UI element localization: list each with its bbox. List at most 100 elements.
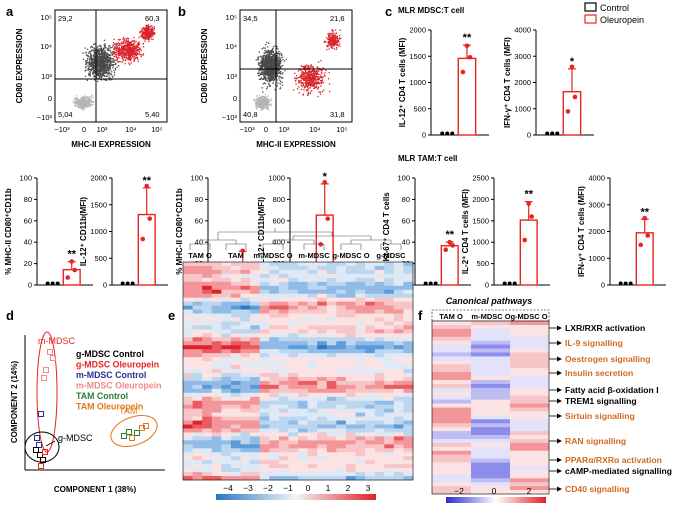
heatmap-e-cell bbox=[288, 262, 299, 267]
oleuropein-point bbox=[443, 247, 449, 252]
flow-event bbox=[280, 60, 282, 62]
flow-event bbox=[104, 72, 106, 74]
heatmap-e-cell bbox=[269, 265, 280, 271]
flow-event bbox=[268, 82, 270, 85]
flow-event bbox=[100, 48, 102, 50]
flow-event bbox=[268, 85, 270, 87]
heatmap-e-cell bbox=[384, 349, 395, 354]
flow-event bbox=[304, 76, 306, 79]
heatmap-e-cell bbox=[211, 365, 222, 370]
flow-event bbox=[146, 28, 148, 30]
heatmap-e-cell bbox=[202, 353, 213, 358]
flow-event bbox=[100, 72, 102, 75]
flow-event bbox=[143, 27, 145, 29]
flow-event bbox=[263, 59, 265, 62]
flow-event bbox=[104, 67, 107, 69]
flow-event bbox=[100, 50, 103, 52]
flow-event bbox=[111, 79, 113, 81]
flow-event bbox=[337, 40, 339, 43]
flow-event bbox=[90, 54, 92, 56]
heatmap-e-cell bbox=[211, 285, 222, 291]
flow-event bbox=[96, 54, 98, 56]
oleuropein-point bbox=[322, 179, 328, 185]
flow-event bbox=[121, 46, 123, 48]
flow-event bbox=[269, 60, 271, 62]
heatmap-e-cell bbox=[374, 349, 385, 354]
flow-event bbox=[257, 58, 259, 60]
flow-event bbox=[122, 46, 124, 48]
flow-event bbox=[100, 76, 103, 79]
heatmap-e-cell bbox=[355, 341, 366, 346]
heatmap-e-cell bbox=[230, 357, 241, 362]
flow-event bbox=[261, 61, 263, 63]
heatmap-e-cell bbox=[192, 262, 203, 267]
flow-event bbox=[323, 74, 325, 76]
heatmap-e-cell bbox=[269, 273, 280, 279]
flow-event bbox=[305, 84, 308, 86]
heatmap-e-cell bbox=[192, 341, 203, 346]
y-tick-label: 1500 bbox=[409, 52, 426, 61]
flow-event bbox=[93, 74, 95, 77]
flow-event bbox=[271, 69, 273, 71]
flow-event bbox=[311, 78, 313, 81]
y-tick-label: 1000 bbox=[409, 78, 426, 87]
flow-plot-a: 29,2 60,3 5,04 5,40 10⁵ 10⁴ 10³ 0 −10³ −… bbox=[15, 9, 168, 149]
flow-event bbox=[261, 57, 263, 59]
heatmap-e-cell bbox=[307, 353, 318, 358]
heatmap-e-cell bbox=[336, 337, 347, 342]
flow-event bbox=[119, 39, 121, 41]
flow-event bbox=[328, 78, 330, 80]
flow-event bbox=[154, 32, 156, 34]
heatmap-e-cell bbox=[374, 285, 385, 291]
heatmap-e-cell bbox=[403, 277, 414, 283]
flow-event bbox=[267, 106, 269, 108]
heatmap-e-cell bbox=[374, 341, 385, 346]
flow-event bbox=[298, 76, 300, 79]
flow-event bbox=[87, 65, 89, 67]
section-title-mlr-mdsc: MLR MDSC:T cell bbox=[398, 6, 464, 15]
flow-event bbox=[97, 56, 99, 59]
flow-event bbox=[316, 83, 318, 85]
flow-event bbox=[106, 79, 108, 81]
y-axis-label: % Ki-67⁺ CD4 T cells bbox=[382, 192, 391, 271]
flow-event bbox=[317, 73, 319, 75]
heatmap-e-cell bbox=[288, 277, 299, 283]
flow-event bbox=[104, 44, 106, 47]
flow-event bbox=[305, 79, 307, 81]
legend-swatch-control bbox=[584, 2, 597, 12]
flow-event bbox=[106, 60, 108, 63]
flow-event bbox=[334, 37, 337, 39]
flow-event bbox=[266, 69, 269, 71]
heatmap-e-cell bbox=[183, 349, 193, 354]
flow-event bbox=[315, 75, 317, 77]
flow-event bbox=[300, 84, 302, 86]
flow-event bbox=[92, 68, 94, 70]
flow-a-xtick: −10³ bbox=[54, 125, 70, 134]
flow-event bbox=[269, 74, 271, 76]
flow-event bbox=[262, 58, 264, 60]
flow-event bbox=[118, 51, 121, 54]
flow-event bbox=[307, 73, 310, 75]
flow-event bbox=[130, 43, 132, 46]
heatmap-e-cell bbox=[278, 301, 289, 306]
flow-event bbox=[274, 55, 276, 57]
oleuropein-point bbox=[447, 239, 453, 245]
flow-event bbox=[94, 59, 96, 61]
flow-event bbox=[149, 25, 151, 28]
flow-event bbox=[259, 101, 261, 103]
flow-event bbox=[267, 46, 269, 48]
flow-event bbox=[300, 65, 302, 67]
flow-event bbox=[278, 69, 280, 71]
flow-event bbox=[305, 90, 307, 92]
flow-event bbox=[98, 56, 100, 59]
heatmap-e-cell bbox=[259, 321, 270, 326]
flow-event bbox=[262, 104, 264, 106]
flow-a-xtick: 10⁴ bbox=[125, 125, 137, 134]
flow-event bbox=[126, 42, 128, 44]
heatmap-e-cell bbox=[403, 281, 414, 287]
flow-event bbox=[265, 104, 267, 106]
flow-event bbox=[128, 62, 130, 64]
flow-event bbox=[262, 64, 264, 67]
flow-a-ylabel: CD80 EXPRESSION bbox=[15, 28, 24, 103]
flow-event bbox=[94, 67, 96, 70]
